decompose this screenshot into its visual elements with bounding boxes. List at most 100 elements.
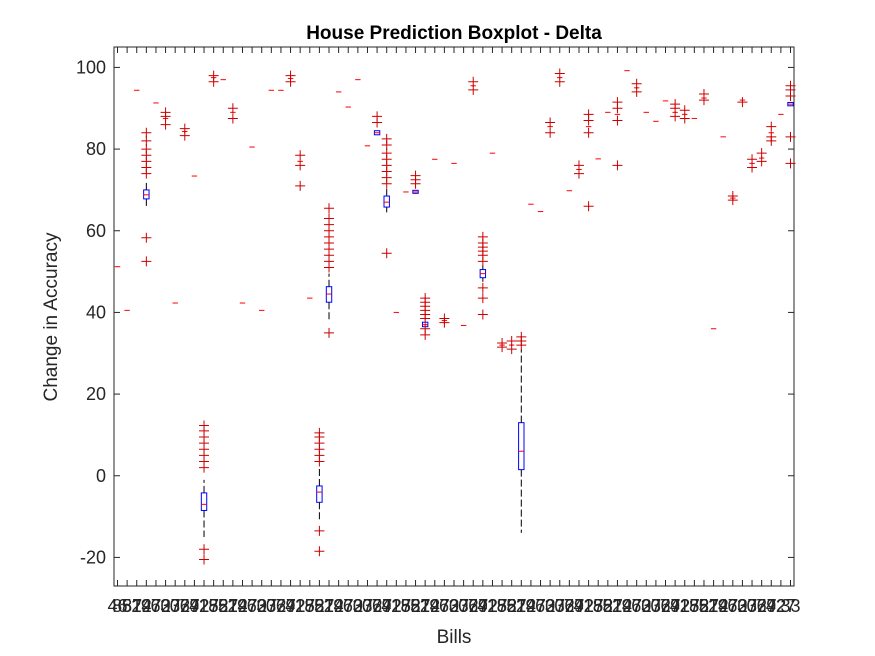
x-tick-label: 512: [506, 596, 536, 616]
x-tick-label: 607: [439, 596, 469, 616]
outlier-marker: [179, 123, 190, 134]
x-tick-label: 152: [199, 596, 229, 616]
x-tick-label: 152: [679, 596, 709, 616]
bill-box-22: [314, 427, 325, 557]
outlier-marker: [199, 554, 210, 565]
chart-marks: [114, 68, 796, 565]
x-tick-label: 887: [401, 596, 431, 616]
x-tick-label: 512: [122, 596, 152, 616]
x-axis-label: Bills: [437, 627, 472, 648]
bill-box-49: [573, 160, 584, 179]
chart-title: House Prediction Boxplot - Delta: [306, 23, 602, 44]
outlier-marker: [160, 107, 171, 118]
x-tick-label: 972: [429, 596, 459, 616]
outlier-marker: [698, 88, 709, 99]
x-tick-label: 972: [718, 596, 748, 616]
bill-box-11: [208, 70, 219, 87]
outlier-marker: [612, 97, 623, 108]
x-tick-label: 427: [670, 596, 700, 616]
bill-box-69: [766, 121, 777, 146]
outlier-marker: [199, 544, 210, 555]
y-tick-label: -20: [80, 547, 106, 567]
outlier-marker: [583, 127, 594, 138]
outlier-marker: [439, 313, 450, 324]
outlier-marker: [227, 113, 238, 124]
bill-box-10: [199, 420, 210, 565]
x-tick-label: 427: [766, 596, 796, 616]
bill-box-35: [439, 313, 450, 328]
x-tick-label: 247: [612, 596, 642, 616]
outlier-marker: [737, 97, 748, 108]
x-tick-label: 427: [285, 596, 315, 616]
x-tick-label: 607: [247, 596, 277, 616]
outlier-marker: [324, 213, 335, 224]
x-tick-label: 152: [487, 596, 517, 616]
outlier-marker: [477, 309, 488, 320]
bill-box-39: [477, 231, 488, 320]
x-tick-label: 792: [276, 596, 306, 616]
x-tick-label: 887: [593, 596, 623, 616]
outlier-marker: [516, 331, 527, 342]
x-tick-label: 887: [304, 596, 334, 616]
bill-box-13: [227, 103, 238, 124]
outlier-marker: [199, 420, 210, 431]
bill-box-32: [410, 170, 421, 194]
outlier-marker: [545, 127, 556, 138]
bill-box-28: [372, 111, 383, 136]
outlier-marker: [477, 231, 488, 242]
x-axis-ticks: 4688751224797260733206779242715288751224…: [107, 47, 801, 616]
bill-box-53: [612, 97, 623, 171]
outlier-marker: [141, 127, 152, 138]
outlier-marker: [583, 109, 594, 120]
bill-box-33: [420, 293, 431, 340]
outlier-marker: [295, 160, 306, 171]
x-tick-label: 332: [545, 596, 575, 616]
x-tick-label: 607: [535, 596, 565, 616]
outlier-marker: [420, 323, 431, 334]
x-tick-label: 332: [641, 596, 671, 616]
x-tick-label: 792: [756, 596, 786, 616]
bill-box-43: [516, 331, 527, 533]
bill-box-65: [727, 191, 738, 206]
x-tick-label: 067: [266, 596, 296, 616]
bill-box-19: [285, 70, 296, 87]
x-tick-label: 152: [391, 596, 421, 616]
outlier-marker: [141, 232, 152, 243]
bill-box-47: [554, 68, 565, 87]
outlier-marker: [506, 336, 517, 346]
bill-box-41: [497, 338, 508, 353]
x-tick-label: 33: [780, 596, 800, 616]
outlier-marker: [314, 427, 325, 438]
x-tick-label: 972: [141, 596, 171, 616]
outlier-marker: [497, 338, 508, 349]
outlier-marker: [477, 282, 488, 293]
outlier-marker: [468, 76, 479, 87]
x-tick-label: 427: [477, 596, 507, 616]
x-tick-label: 792: [564, 596, 594, 616]
x-tick-label: 152: [583, 596, 613, 616]
x-tick-label: 887: [689, 596, 719, 616]
bill-box-42: [506, 336, 517, 355]
y-tick-label: 60: [86, 221, 106, 241]
x-tick-label: 332: [256, 596, 286, 616]
x-tick-label: 427: [189, 596, 219, 616]
outlier-marker: [372, 111, 383, 122]
outlier-marker: [381, 248, 392, 259]
bill-box-66: [737, 97, 748, 108]
x-tick-label: 792: [372, 596, 402, 616]
outlier-marker: [766, 121, 777, 132]
y-axis-ticks: -20 0 20 40 60 80 100: [76, 57, 794, 567]
y-tick-label: 0: [96, 466, 106, 486]
outlier-marker: [477, 293, 488, 304]
bill-box-29: [381, 133, 392, 259]
outlier-marker: [679, 105, 690, 116]
bill-box-71: [785, 80, 796, 169]
outlier-marker: [295, 150, 306, 161]
outlier-marker: [583, 201, 594, 212]
outlier-marker: [747, 154, 758, 165]
iqr-box: [200, 492, 208, 511]
bill-box-59: [670, 99, 681, 122]
x-tick-label: 512: [602, 596, 632, 616]
x-tick-label: 427: [381, 596, 411, 616]
